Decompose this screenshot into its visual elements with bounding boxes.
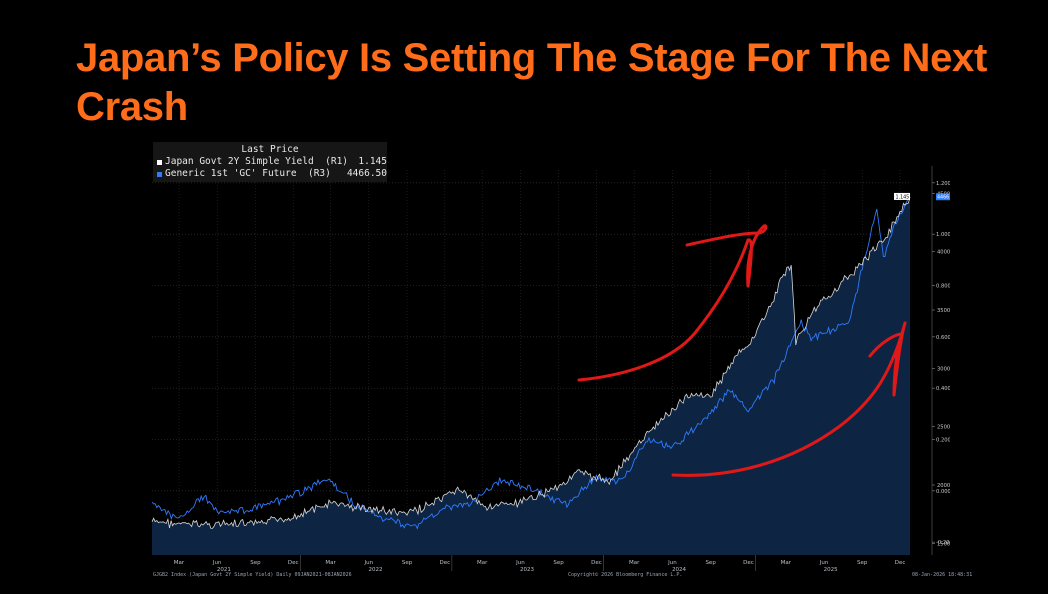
x-tick-label: Jun xyxy=(212,560,222,566)
x-year-label: 2025 xyxy=(824,567,838,573)
x-tick-label: Sep xyxy=(553,560,564,566)
legend-swatch-yield xyxy=(157,159,162,165)
legend-header: Last Price xyxy=(241,144,299,155)
legend-item-yield: Japan Govt 2Y Simple Yield (R1) 1.145 xyxy=(153,156,387,168)
last-value-tag-yield xyxy=(894,192,910,200)
footer-source: GJGB2 Index (Japan Govt 2Y Simple Yield)… xyxy=(153,572,352,578)
last-value-tag-yield-text: 1.145 xyxy=(896,194,910,200)
red-annotation-arrow-gold xyxy=(671,321,907,477)
chart-legend: Last Price Japan Govt 2Y Simple Yield (R… xyxy=(153,142,387,182)
y1-tick-label: 0.000 xyxy=(936,489,950,495)
y3-tick-label: 2500 xyxy=(937,425,950,431)
x-tick-label: Sep xyxy=(402,560,413,566)
last-value-tag-gold-text: 4466.50 xyxy=(937,195,950,201)
x-tick-label: Dec xyxy=(591,560,602,566)
y3-tick-label: 2000 xyxy=(937,483,950,489)
x-tick-label: Jun xyxy=(819,560,829,566)
x-tick-label: Sep xyxy=(857,560,868,566)
legend-item-value: 4466.50 xyxy=(346,168,387,179)
yield-area-fill xyxy=(152,196,910,555)
red-annotation-arrow-yield xyxy=(577,224,768,382)
x-tick-label: Dec xyxy=(895,560,906,566)
series-line-jgb-2y-yield xyxy=(151,196,911,529)
legend-item-name: Generic 1st 'GC' Future (R3) xyxy=(165,168,331,179)
x-tick-label: Jun xyxy=(364,560,374,566)
y3-tick-label: 4000 xyxy=(937,250,950,256)
x-year-label: 2024 xyxy=(672,567,686,573)
footer-timestamp: 08-Jan-2026 18:48:31 xyxy=(912,572,973,578)
line-chart: Mar Jun Sep Dec Mar Jun Sep Dec Mar Jun Sep Dec Mar J… xyxy=(151,166,950,573)
x-tick-label: Mar xyxy=(781,560,792,566)
x-tick-label: Mar xyxy=(477,560,488,566)
y1-tick-label: 0.800 xyxy=(936,284,950,290)
series-line-gold-future xyxy=(151,195,911,530)
legend-item-value: 1.145 xyxy=(358,156,387,167)
y1-tick-label: 1.000 xyxy=(936,232,950,238)
y1-tick-label: 0.200 xyxy=(936,438,950,444)
x-year-label: 2022 xyxy=(368,567,382,573)
y1-tick-label: 1.200 xyxy=(936,181,950,187)
x-year-label: 2023 xyxy=(520,567,534,573)
y1-tick-label: -0.200 xyxy=(936,540,950,546)
y1-tick-label: 0.600 xyxy=(936,335,950,341)
slide-title: Japan’s Policy Is Setting The Stage For … xyxy=(76,36,988,129)
x-tick-label: Sep xyxy=(705,560,716,566)
footer-copyright: Copyright© 2026 Bloomberg Finance L.P. xyxy=(568,572,683,578)
legend-swatch-gold xyxy=(157,171,162,177)
last-value-tag-gold xyxy=(936,193,950,201)
chart-area: Mar Jun Sep Dec Mar Jun Sep Dec Mar Jun Sep Dec Mar J… xyxy=(150,138,950,580)
legend-item-gold: Generic 1st 'GC' Future (R3) 4466.50 xyxy=(153,168,387,180)
x-tick-label: Jun xyxy=(515,560,525,566)
y3-tick-label: 3000 xyxy=(937,366,950,372)
x-tick-label: Mar xyxy=(629,560,640,566)
x-tick-label: Mar xyxy=(325,560,336,566)
x-tick-label: Jun xyxy=(667,560,677,566)
x-tick-label: Dec xyxy=(743,560,754,566)
x-tick-label: Dec xyxy=(288,560,299,566)
x-tick-label: Mar xyxy=(174,560,185,566)
legend-item-name: Japan Govt 2Y Simple Yield (R1) xyxy=(165,156,349,167)
y1-tick-label: 0.400 xyxy=(936,386,950,392)
y3-tick-label: 3500 xyxy=(937,308,950,314)
y3-tick-label: 1500 xyxy=(937,541,950,547)
x-tick-label: Dec xyxy=(439,560,450,566)
x-year-label: 2021 xyxy=(217,567,231,573)
x-tick-label: Sep xyxy=(250,560,261,566)
